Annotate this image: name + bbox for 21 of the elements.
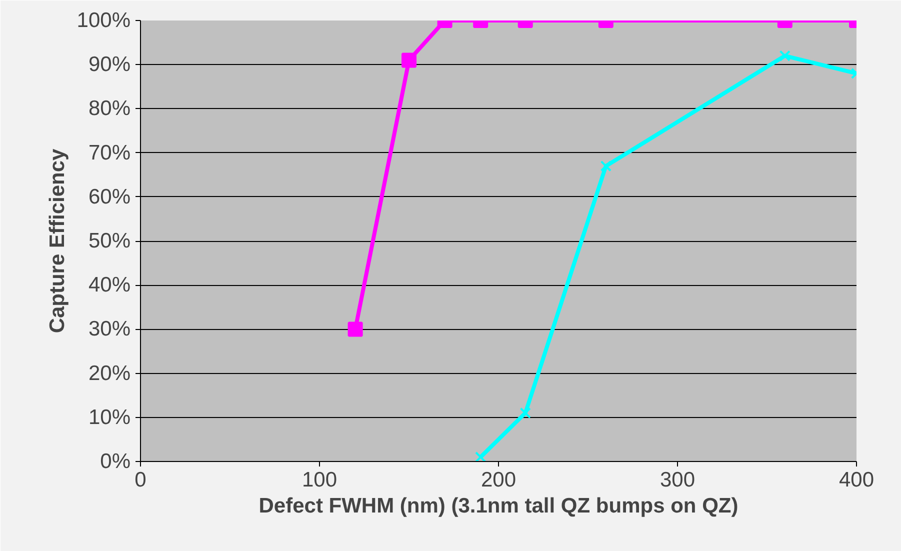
y-tick-label: 30% (88, 318, 130, 341)
y-tick-label: 0% (100, 450, 131, 473)
y-tick-label: 10% (88, 406, 130, 429)
point (475, 451, 486, 462)
y-tick-label: 60% (88, 185, 130, 208)
y-tick-label: 20% (88, 362, 130, 385)
point (348, 322, 363, 337)
y-tick-label: 80% (88, 97, 130, 120)
y-tick-label: 50% (88, 230, 130, 252)
x-axis-title: Defect FWHM (nm) (3.1nm tall QZ bumps on QZ) (258, 494, 738, 518)
point (520, 407, 531, 419)
y-tick-label: 100% (76, 9, 131, 32)
x-tick-label: 300 (660, 468, 696, 492)
y-tick-label: 70% (88, 141, 130, 164)
x-tick-label: 100 (302, 468, 338, 492)
y-tick-label: 40% (88, 274, 130, 297)
y-tick-label: 90% (88, 53, 130, 76)
x-tick-label: 0 (134, 468, 146, 492)
x-tick-label: 400 (838, 468, 874, 492)
y-axis-title: Capture Efficiency (46, 148, 69, 334)
x-tick-label: 200 (480, 468, 516, 492)
